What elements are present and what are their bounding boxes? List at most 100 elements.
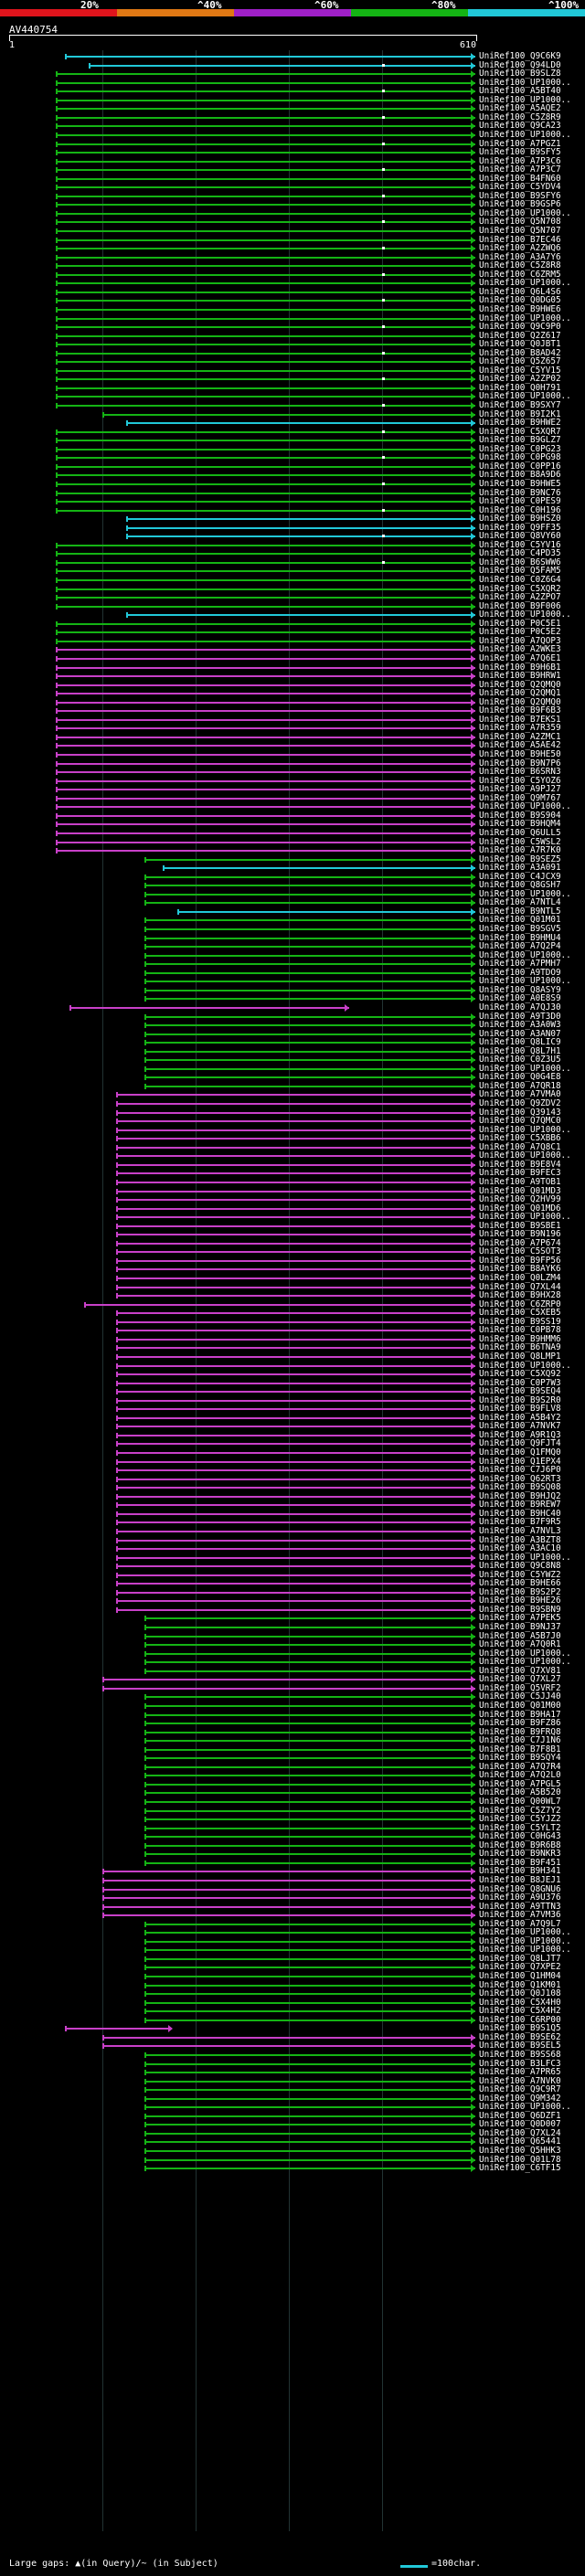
hit-bar[interactable] bbox=[56, 230, 475, 232]
hit-label[interactable]: UniRef100_Q9C8N8 bbox=[479, 1561, 561, 1572]
hit-label[interactable]: UniRef100_C5YDV4 bbox=[479, 182, 561, 193]
hit-bar[interactable] bbox=[116, 1478, 475, 1480]
hit-bar[interactable] bbox=[56, 823, 475, 826]
hit-label[interactable]: UniRef100_Q8GSH7 bbox=[479, 880, 561, 891]
hit-bar[interactable] bbox=[56, 640, 475, 642]
hit-label[interactable]: UniRef100_A2WKE3 bbox=[479, 644, 561, 655]
hit-label[interactable]: UniRef100_A9TOB1 bbox=[479, 1176, 561, 1187]
hit-label[interactable]: UniRef100_C5YLT2 bbox=[479, 1822, 561, 1833]
hit-bar[interactable] bbox=[144, 1984, 475, 1987]
hit-bar[interactable] bbox=[56, 745, 475, 747]
hit-label[interactable]: UniRef100_Q7XL27 bbox=[479, 1674, 561, 1685]
hit-bar[interactable] bbox=[56, 482, 475, 485]
hit-label[interactable]: UniRef100_Q5Z657 bbox=[479, 356, 561, 367]
hit-label[interactable]: UniRef100_C6ZRM5 bbox=[479, 269, 561, 280]
hit-label[interactable]: UniRef100_Q1KM01 bbox=[479, 1979, 561, 1990]
hit-bar[interactable] bbox=[56, 684, 475, 686]
hit-label[interactable]: UniRef100_UP1000.. bbox=[479, 976, 571, 987]
hit-bar[interactable] bbox=[56, 396, 475, 398]
hit-label[interactable]: UniRef100_C0PP16 bbox=[479, 461, 561, 472]
hit-bar[interactable] bbox=[116, 1330, 475, 1332]
hit-label[interactable]: UniRef100_C5YV15 bbox=[479, 365, 561, 376]
hit-bar[interactable] bbox=[116, 1163, 475, 1166]
hit-label[interactable]: UniRef100_A9U376 bbox=[479, 1892, 561, 1903]
hit-label[interactable]: UniRef100_A7Q8C1 bbox=[479, 1141, 561, 1152]
hit-label[interactable]: UniRef100_B9HE66 bbox=[479, 1578, 561, 1589]
hit-label[interactable]: UniRef100_UP1000.. bbox=[479, 801, 571, 812]
hit-bar[interactable] bbox=[116, 1391, 475, 1394]
hit-bar[interactable] bbox=[144, 2001, 475, 2004]
hit-label[interactable]: UniRef100_C5WSL2 bbox=[479, 836, 561, 847]
hit-bar[interactable] bbox=[144, 885, 475, 887]
hit-bar[interactable] bbox=[144, 1059, 475, 1062]
hit-label[interactable]: UniRef100_C0Z3U5 bbox=[479, 1055, 561, 1065]
hit-bar[interactable] bbox=[102, 2036, 475, 2039]
hit-label[interactable]: UniRef100_UP1000.. bbox=[479, 2102, 571, 2113]
hit-bar[interactable] bbox=[56, 387, 475, 389]
hit-label[interactable]: UniRef100_C0PG23 bbox=[479, 443, 561, 454]
hit-bar[interactable] bbox=[125, 535, 475, 538]
hit-bar[interactable] bbox=[56, 771, 475, 774]
hit-label[interactable]: UniRef100_B9SS19 bbox=[479, 1316, 561, 1327]
hit-label[interactable]: UniRef100_B9GLZ7 bbox=[479, 435, 561, 446]
hit-bar[interactable] bbox=[116, 1382, 475, 1384]
hit-label[interactable]: UniRef100_C5YOZ6 bbox=[479, 775, 561, 786]
hit-bar[interactable] bbox=[144, 946, 475, 949]
hit-label[interactable]: UniRef100_B9SEL5 bbox=[479, 2041, 561, 2051]
hit-label[interactable]: UniRef100_Q01M01 bbox=[479, 915, 561, 926]
hit-label[interactable]: UniRef100_B9SFY6 bbox=[479, 190, 561, 201]
hit-bar[interactable] bbox=[116, 1530, 475, 1532]
hit-bar[interactable] bbox=[116, 1548, 475, 1551]
hit-bar[interactable] bbox=[56, 273, 475, 276]
hit-bar[interactable] bbox=[116, 1242, 475, 1245]
hit-bar[interactable] bbox=[116, 1574, 475, 1576]
hit-label[interactable]: UniRef100_Q5VRF2 bbox=[479, 1682, 561, 1693]
hit-label[interactable]: UniRef100_Q9C9R7 bbox=[479, 2084, 561, 2095]
hit-label[interactable]: UniRef100_A3AC10 bbox=[479, 1543, 561, 1554]
hit-bar[interactable] bbox=[56, 509, 475, 512]
hit-bar[interactable] bbox=[125, 526, 475, 529]
hit-bar[interactable] bbox=[144, 928, 475, 930]
hit-label[interactable]: UniRef100_UP1000.. bbox=[479, 1063, 571, 1074]
hit-label[interactable]: UniRef100_B9SBE1 bbox=[479, 1220, 561, 1231]
hit-label[interactable]: UniRef100_B9FRQ8 bbox=[479, 1726, 561, 1737]
hit-label[interactable]: UniRef100_A5B4Y2 bbox=[479, 1412, 561, 1423]
hit-bar[interactable] bbox=[116, 1120, 475, 1123]
hit-label[interactable]: UniRef100_Q0J108 bbox=[479, 1988, 561, 1999]
hit-label[interactable]: UniRef100_Q2Z617 bbox=[479, 330, 561, 341]
hit-label[interactable]: UniRef100_Q01MD6 bbox=[479, 1203, 561, 1214]
hit-label[interactable]: UniRef100_B9SS68 bbox=[479, 2049, 561, 2060]
hit-label[interactable]: UniRef100_B8AYK6 bbox=[479, 1264, 561, 1275]
hit-label[interactable]: UniRef100_B7F9R5 bbox=[479, 1517, 561, 1528]
hit-bar[interactable] bbox=[116, 1426, 475, 1428]
hit-bar[interactable] bbox=[144, 893, 475, 896]
hit-label[interactable]: UniRef100_B9NKR3 bbox=[479, 1849, 561, 1860]
hit-bar[interactable] bbox=[102, 1897, 475, 1900]
hit-bar[interactable] bbox=[56, 369, 475, 372]
hit-label[interactable]: UniRef100_A7VM36 bbox=[479, 1910, 561, 1921]
hit-label[interactable]: UniRef100_B9GSP6 bbox=[479, 199, 561, 210]
hit-bar[interactable] bbox=[56, 806, 475, 809]
hit-label[interactable]: UniRef100_B9SBN9 bbox=[479, 1604, 561, 1615]
hit-bar[interactable] bbox=[56, 727, 475, 730]
hit-label[interactable]: UniRef100_A2ZP02 bbox=[479, 374, 561, 385]
hit-label[interactable]: UniRef100_B7EKS1 bbox=[479, 714, 561, 725]
hit-label[interactable]: UniRef100_A9T3D0 bbox=[479, 1011, 561, 1022]
hit-label[interactable]: UniRef100_UP1000.. bbox=[479, 1657, 571, 1668]
hit-label[interactable]: UniRef100_B9N7P6 bbox=[479, 758, 561, 769]
hit-bar[interactable] bbox=[56, 90, 475, 93]
hit-bar[interactable] bbox=[144, 1792, 475, 1795]
hit-bar[interactable] bbox=[116, 1295, 475, 1298]
hit-bar[interactable] bbox=[56, 152, 475, 154]
hit-label[interactable]: UniRef100_Q1EPX4 bbox=[479, 1456, 561, 1467]
hit-bar[interactable] bbox=[144, 954, 475, 957]
hit-label[interactable]: UniRef100_B9HWE2 bbox=[479, 418, 561, 429]
hit-label[interactable]: UniRef100_Q8LMP1 bbox=[479, 1351, 561, 1362]
hit-bar[interactable] bbox=[116, 1094, 475, 1097]
hit-bar[interactable] bbox=[56, 177, 475, 180]
hit-label[interactable]: UniRef100_Q8LIC9 bbox=[479, 1037, 561, 1048]
hit-bar[interactable] bbox=[56, 789, 475, 791]
hit-bar[interactable] bbox=[56, 248, 475, 250]
hit-label[interactable]: UniRef100_C0PG98 bbox=[479, 452, 561, 463]
hit-label[interactable]: UniRef100_A7PEK5 bbox=[479, 1613, 561, 1624]
